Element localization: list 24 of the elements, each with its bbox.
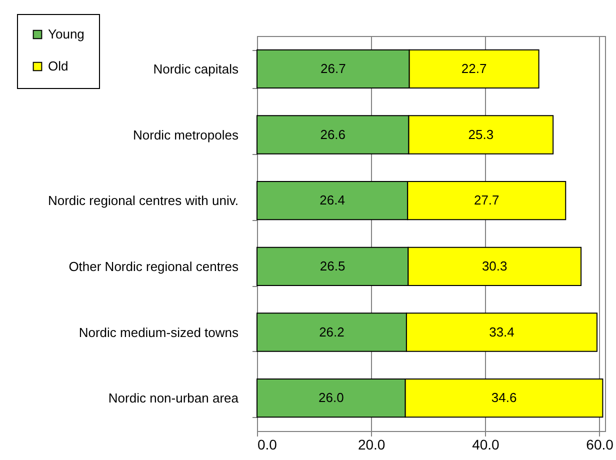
y-tick-label: Nordic non-urban area xyxy=(108,390,240,406)
data-label: 26.2 xyxy=(319,324,344,340)
y-tick-label: Nordic capitals xyxy=(153,61,239,76)
data-label: 26.7 xyxy=(320,60,346,76)
legend-label: Young xyxy=(48,26,84,42)
data-label: 26.0 xyxy=(318,390,344,406)
y-tick-label: Other Nordic regional centres xyxy=(68,258,239,274)
data-label: 33.4 xyxy=(489,324,514,340)
x-tick-label: 0.0 xyxy=(258,436,278,452)
legend-label: Old xyxy=(48,58,68,74)
x-tick-label: 60.0 xyxy=(586,436,614,452)
x-tick-label: 20.0 xyxy=(358,436,386,452)
data-label: 30.3 xyxy=(482,258,508,274)
data-label: 26.6 xyxy=(320,126,346,142)
data-label: 26.5 xyxy=(320,258,346,274)
data-label: 26.4 xyxy=(320,192,345,208)
x-tick-label: 40.0 xyxy=(472,436,500,452)
data-label: 34.6 xyxy=(491,390,517,406)
y-tick-label: Nordic metropoles xyxy=(133,127,239,142)
y-tick-label: Nordic medium-sized towns xyxy=(78,324,239,340)
data-label: 25.3 xyxy=(468,126,494,142)
data-label: 22.7 xyxy=(461,60,487,76)
y-tick-label: Nordic regional centres with univ. xyxy=(48,193,238,208)
data-label: 27.7 xyxy=(474,192,500,208)
